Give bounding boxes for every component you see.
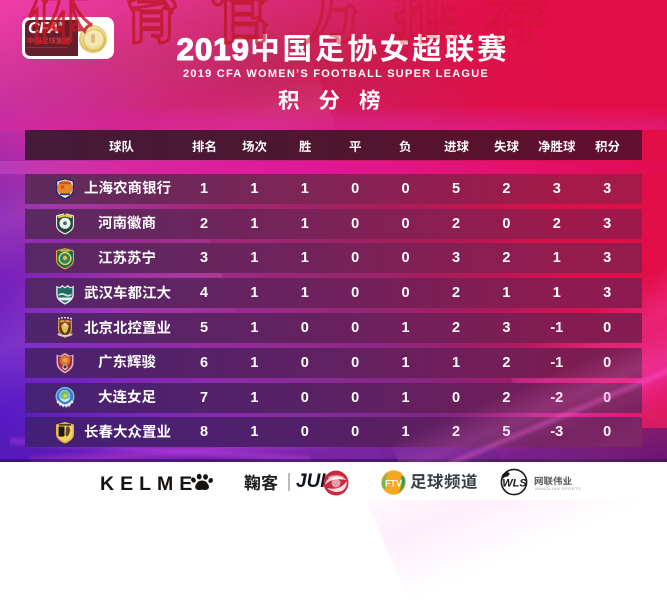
svg-text:WLS: WLS (502, 478, 527, 490)
svg-text:FTV: FTV (385, 479, 402, 489)
